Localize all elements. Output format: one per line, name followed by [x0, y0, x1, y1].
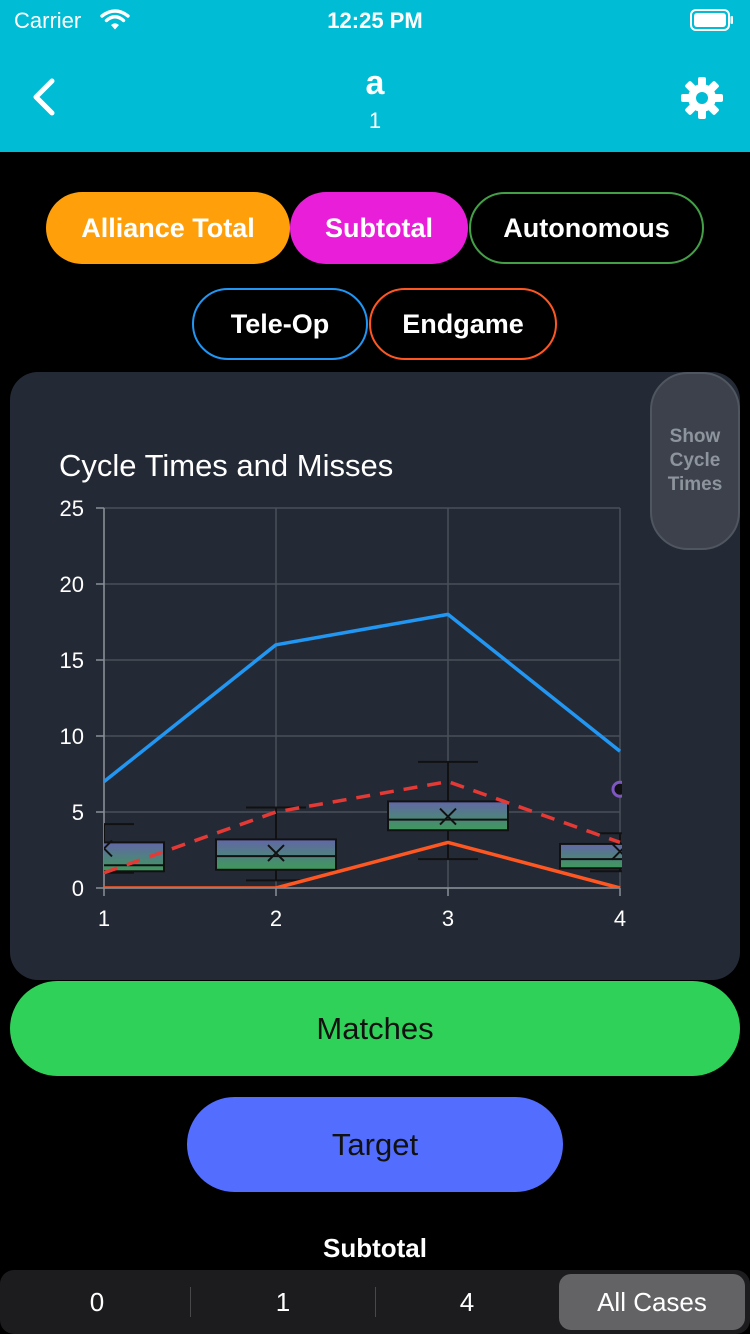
box-mean-marker [104, 839, 113, 858]
segment-divider [375, 1287, 376, 1317]
matches-button[interactable]: Matches [10, 981, 740, 1076]
y-tick-label: 10 [60, 724, 84, 749]
carrier-label: Carrier [14, 8, 82, 33]
y-tick-label: 5 [72, 800, 84, 825]
show-cycle-times-label: Show Cycle Times [667, 426, 723, 495]
x-tick-label: 1 [98, 906, 110, 931]
segment-option-all-cases[interactable]: All Cases [559, 1274, 745, 1330]
nav-bar: a 1 [0, 40, 750, 152]
nav-title: a [365, 64, 385, 102]
filter-alliance-total[interactable]: Alliance Total [46, 192, 290, 264]
y-tick-label: 25 [60, 496, 84, 521]
series-line [104, 779, 621, 875]
filter-subtotal[interactable]: Subtotal [290, 192, 468, 264]
filter-autonomous[interactable]: Autonomous [469, 192, 704, 264]
x-tick-label: 3 [442, 906, 454, 931]
y-tick-label: 0 [72, 876, 84, 901]
box-body [559, 842, 622, 870]
box-body [104, 841, 165, 873]
back-chevron-icon[interactable] [28, 75, 62, 119]
status-bar: Carrier 12:25 PM [0, 0, 750, 40]
battery-icon [690, 9, 733, 31]
box-body [215, 838, 337, 871]
x-tick-label: 4 [614, 906, 626, 931]
box-mean-marker [439, 807, 457, 826]
y-tick-label: 15 [60, 648, 84, 673]
x-tick-label: 2 [270, 906, 282, 931]
series-line [104, 612, 622, 783]
segment-option-4[interactable]: 4 [459, 1286, 475, 1317]
y-tick-label: 20 [60, 572, 84, 597]
box-mean-marker [267, 844, 285, 862]
segment-option-1[interactable]: 1 [275, 1286, 291, 1317]
box-mean-marker [611, 842, 622, 861]
wifi-icon [100, 9, 130, 30]
filter-endgame[interactable]: Endgame [369, 288, 557, 360]
chart-title: Cycle Times and Misses [59, 448, 393, 483]
segmented-control: 0 1 4 All Cases [0, 1270, 750, 1334]
gear-icon[interactable] [680, 76, 724, 120]
target-button[interactable]: Target [187, 1097, 563, 1192]
segment-divider [190, 1287, 191, 1317]
cycle-times-chart: Cycle Times and Misses 0 5 10 15 20 25 1 2 3 4 [59, 448, 626, 931]
nav-subtitle: 1 [368, 108, 382, 133]
show-cycle-times-button[interactable]: Show Cycle Times [650, 372, 740, 550]
outlier-point [611, 780, 622, 798]
status-time: 12:25 PM [327, 8, 423, 33]
segment-label: Subtotal [323, 1233, 427, 1263]
series-line [104, 840, 621, 888]
segment-option-0[interactable]: 0 [89, 1286, 105, 1317]
chart-card: Cycle Times and Misses 0 5 10 15 20 25 1 2 3 4 [10, 372, 740, 980]
filter-teleop[interactable]: Tele-Op [192, 288, 368, 360]
